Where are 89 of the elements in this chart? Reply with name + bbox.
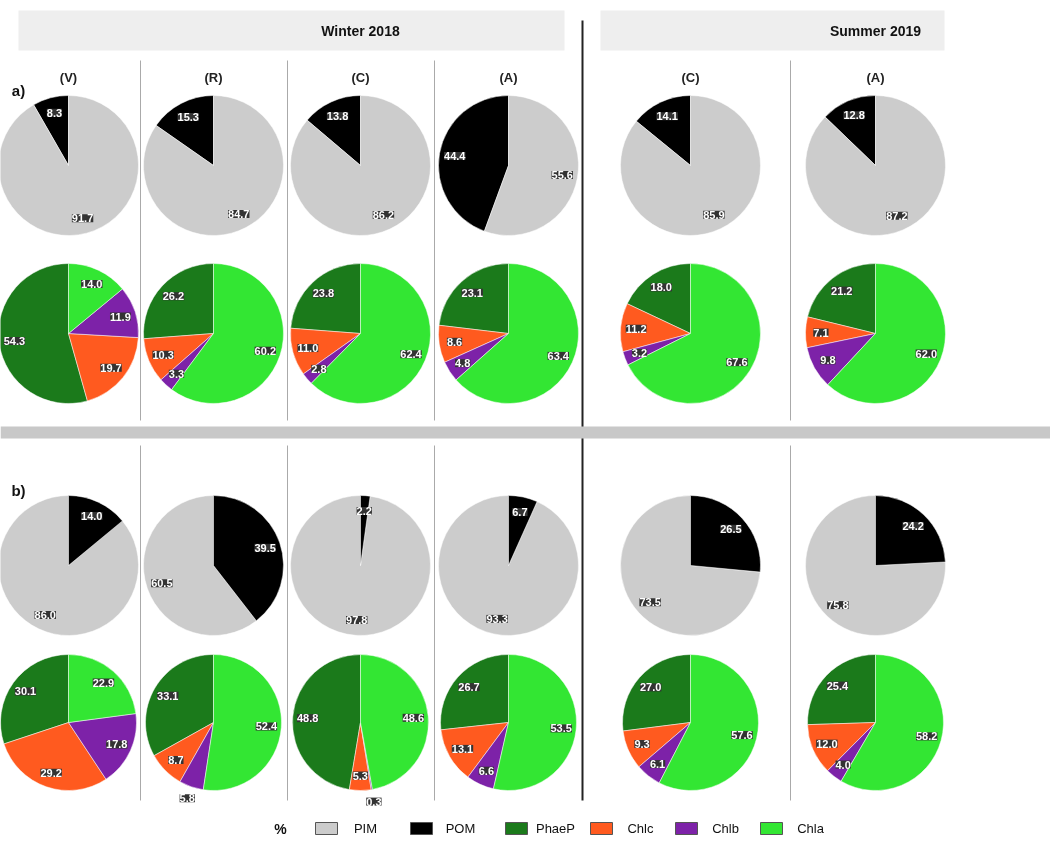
data-label: 85.9 <box>703 208 725 221</box>
data-label: 86.0 <box>34 608 56 621</box>
data-label: 13.8 <box>326 109 349 122</box>
data-label: 9.8 <box>820 354 836 367</box>
data-label: 11.9 <box>109 310 131 323</box>
data-label: 6.6 <box>478 764 494 777</box>
data-label: 87.2 <box>886 209 908 222</box>
data-label: 14.0 <box>81 278 103 291</box>
text: a) <box>11 82 26 99</box>
data-label: 6.7 <box>512 506 528 519</box>
data-label: 24.2 <box>902 519 924 532</box>
data-label: 54.3 <box>3 334 26 347</box>
data-label: 48.8 <box>296 712 319 725</box>
data-label: 2.8 <box>311 362 327 375</box>
data-label: 8.3 <box>46 106 63 119</box>
chart-subtitle: Winter 2018 <box>321 22 400 39</box>
data-label: 25.4 <box>826 679 849 692</box>
data-label: 9.3 <box>634 738 650 751</box>
chart-subtitle: Summer 2019 <box>829 22 922 39</box>
data-label: 4.0 <box>835 758 851 771</box>
data-label: 60.5 <box>151 577 173 590</box>
legend-label: Chlb <box>712 821 739 836</box>
data-label: 12.8 <box>843 109 865 122</box>
data-label: 5.8 <box>179 792 195 805</box>
data-label: 21.2 <box>831 284 853 297</box>
data-label: 44.4 <box>444 149 467 162</box>
chart-title: (R) <box>204 70 223 85</box>
data-label: 60.2 <box>254 344 277 357</box>
data-label: 48.6 <box>402 711 425 724</box>
data-label: 13.1 <box>451 742 474 755</box>
data-label: 2.2 <box>356 505 372 518</box>
chart-title: (A) <box>499 70 518 85</box>
data-label: 3.3 <box>168 367 185 380</box>
chart-title: (V) <box>59 70 78 85</box>
data-label: 8.6 <box>446 335 463 348</box>
chart-title: (C) <box>351 70 370 85</box>
data-label: 53.5 <box>550 722 572 735</box>
data-label: 12.0 <box>816 737 838 750</box>
data-label: 26.2 <box>162 290 185 303</box>
data-label: 29.2 <box>40 766 62 779</box>
data-label: 22.9 <box>92 676 115 689</box>
data-label: 26.5 <box>720 522 742 535</box>
data-label: 8.7 <box>168 753 184 766</box>
data-label: 62.4 <box>400 348 423 361</box>
data-label: 52.4 <box>255 720 278 733</box>
data-label: 19.7 <box>100 361 122 374</box>
data-label: 91.7 <box>71 212 94 225</box>
data-label: 10.3 <box>152 348 174 361</box>
data-label: 55.6 <box>551 169 573 182</box>
text: b) <box>11 482 26 499</box>
data-label: 58.2 <box>915 730 938 743</box>
data-label: 18.0 <box>650 281 672 294</box>
data-label: 67.6 <box>726 356 748 369</box>
chart-title: (C) <box>681 70 700 85</box>
data-label: 23.1 <box>461 286 483 299</box>
data-label: 39.5 <box>254 541 276 554</box>
data-label: 17.8 <box>106 738 128 751</box>
data-label: 11.2 <box>625 322 647 335</box>
data-label: 23.8 <box>312 287 335 300</box>
data-label: 63.4 <box>547 349 570 362</box>
data-label: 7.1 <box>813 326 829 339</box>
data-label: 73.5 <box>639 596 661 609</box>
legend-label: POM <box>445 821 476 836</box>
data-label: 33.1 <box>157 689 179 702</box>
data-label: 75.8 <box>827 599 849 612</box>
data-label: 4.8 <box>455 357 471 370</box>
data-label: 93.3 <box>486 612 508 625</box>
data-label: 57.6 <box>731 729 753 742</box>
data-label: 3.2 <box>631 346 648 359</box>
data-label: 27.0 <box>640 681 662 694</box>
data-label: 0.3 <box>366 795 382 808</box>
data-label: 84.7 <box>228 207 250 220</box>
legend-label: PIM <box>353 821 378 836</box>
legend-title: % <box>274 820 288 837</box>
data-label: 30.1 <box>14 685 37 698</box>
chart-title: (A) <box>866 70 885 85</box>
data-label: 14.0 <box>81 510 103 523</box>
legend-label: Chla <box>797 821 825 836</box>
legend-label: Chlc <box>627 821 654 836</box>
data-label: 97.8 <box>346 613 368 626</box>
data-label: 5.3 <box>352 769 368 782</box>
data-label: 15.3 <box>177 111 199 124</box>
data-label: 62.0 <box>915 347 938 360</box>
data-label: 14.1 <box>656 110 678 123</box>
legend-label: PhaeP <box>535 821 576 836</box>
data-label: 6.1 <box>649 758 666 771</box>
data-label: 86.2 <box>372 209 395 222</box>
data-label: 26.7 <box>458 681 480 694</box>
data-label: 11.0 <box>297 342 319 355</box>
